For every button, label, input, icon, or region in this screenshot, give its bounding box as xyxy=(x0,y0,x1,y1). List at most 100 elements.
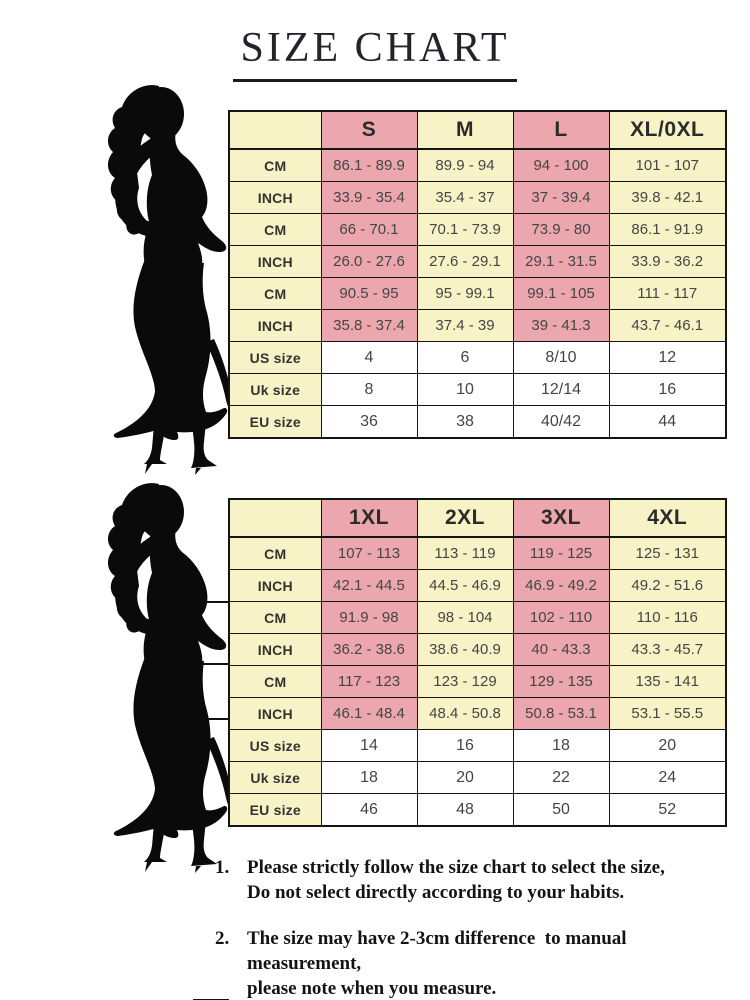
value-cell: 18 xyxy=(512,729,610,762)
value-cell: 35.4 - 37 xyxy=(416,181,514,214)
value-cell: 42.1 - 44.5 xyxy=(320,569,418,602)
value-cell: 86.1 - 89.9 xyxy=(320,148,418,182)
value-cell: 20 xyxy=(416,761,514,794)
row-label-cell: INCH xyxy=(228,569,322,602)
size-table-plus: 1XL 2XL 3XL 4XL CM 107 - 113 113 - 119 119 - 1… xyxy=(228,498,727,827)
value-cell: 43.7 - 46.1 xyxy=(608,309,727,342)
value-cell: 91.9 - 98 xyxy=(320,601,418,634)
value-cell: 48.4 - 50.8 xyxy=(416,697,514,730)
size-column-header: S xyxy=(320,110,418,150)
value-cell: 27.6 - 29.1 xyxy=(416,245,514,278)
size-column-header: XL/0XL xyxy=(608,110,727,150)
value-cell: 73.9 - 80 xyxy=(512,213,610,246)
value-cell: 33.9 - 35.4 xyxy=(320,181,418,214)
row-label-cell: US size xyxy=(228,729,322,762)
value-cell: 29.1 - 31.5 xyxy=(512,245,610,278)
value-cell: 16 xyxy=(416,729,514,762)
value-cell: 94 - 100 xyxy=(512,148,610,182)
row-label-cell: INCH xyxy=(228,697,322,730)
row-label-cell: INCH xyxy=(228,181,322,214)
table-row: CM 107 - 113 113 - 119 119 - 125 125 - 131 xyxy=(228,536,727,570)
table-row: EU size 36 38 40/42 44 xyxy=(228,405,727,439)
value-cell: 36 xyxy=(320,405,418,439)
size-column-header: 3XL xyxy=(512,498,610,538)
row-label-cell: CM xyxy=(228,277,322,310)
note-number: 1. xyxy=(215,857,230,878)
table-row: INCH 36.2 - 38.6 38.6 - 40.9 40 - 43.3 43.3 … xyxy=(228,633,727,666)
value-cell: 86.1 - 91.9 xyxy=(608,213,727,246)
value-cell: 40/42 xyxy=(512,405,610,439)
value-cell: 39.8 - 42.1 xyxy=(608,181,727,214)
value-cell: 18 xyxy=(320,761,418,794)
table-row: CM 90.5 - 95 95 - 99.1 99.1 - 105 111 - 117 xyxy=(228,277,727,310)
woman-silhouette-graphic xyxy=(107,483,233,873)
row-label-cell: CM xyxy=(228,665,322,698)
value-cell: 129 - 135 xyxy=(512,665,610,698)
size-column-header: M xyxy=(416,110,514,150)
value-cell: 101 - 107 xyxy=(608,148,727,182)
value-cell: 4 xyxy=(320,341,418,374)
row-label-cell: US size xyxy=(228,341,322,374)
size-column-header: 2XL xyxy=(416,498,514,538)
woman-silhouette-graphic xyxy=(107,85,233,475)
row-label-cell: EU size xyxy=(228,793,322,827)
value-cell: 66 - 70.1 xyxy=(320,213,418,246)
value-cell: 40 - 43.3 xyxy=(512,633,610,666)
row-label-cell: INCH xyxy=(228,245,322,278)
size-column-header: L xyxy=(512,110,610,150)
value-cell: 37 - 39.4 xyxy=(512,181,610,214)
value-cell: 46.9 - 49.2 xyxy=(512,569,610,602)
value-cell: 98 - 104 xyxy=(416,601,514,634)
value-cell: 49.2 - 51.6 xyxy=(608,569,727,602)
value-cell: 6 xyxy=(416,341,514,374)
title-wrap: SIZE CHART xyxy=(0,24,750,82)
bust-fit-label: Bust fit xyxy=(125,973,188,994)
value-cell: 107 - 113 xyxy=(320,536,418,570)
value-cell: 22 xyxy=(512,761,610,794)
size-header-row: 1XL 2XL 3XL 4XL xyxy=(228,498,727,538)
value-cell: 14 xyxy=(320,729,418,762)
row-label-cell: CM xyxy=(228,213,322,246)
value-cell: 89.9 - 94 xyxy=(416,148,514,182)
row-label-cell: Uk size xyxy=(228,373,322,406)
value-cell: 102 - 110 xyxy=(512,601,610,634)
value-cell: 135 - 141 xyxy=(608,665,727,698)
row-label-cell: CM xyxy=(228,601,322,634)
note-item: 2. The size may have 2-3cm difference to … xyxy=(215,926,740,1000)
size-table-regular: S M L XL/0XL CM 86.1 - 89.9 89.9 - 94 94 - 100… xyxy=(228,110,727,439)
note-text: Please strictly follow the size chart to… xyxy=(247,857,665,904)
bust-fit-underline xyxy=(121,998,199,1000)
value-cell: 125 - 131 xyxy=(608,536,727,570)
table-row: CM 117 - 123 123 - 129 129 - 135 135 - 141 xyxy=(228,665,727,698)
value-cell: 16 xyxy=(608,373,727,406)
row-label-cell: Uk size xyxy=(228,761,322,794)
value-cell: 20 xyxy=(608,729,727,762)
table-row: CM 86.1 - 89.9 89.9 - 94 94 - 100 101 - 107 xyxy=(228,148,727,182)
value-cell: 8/10 xyxy=(512,341,610,374)
value-cell: 113 - 119 xyxy=(416,536,514,570)
table-row: INCH 26.0 - 27.6 27.6 - 29.1 29.1 - 31.5 33.… xyxy=(228,245,727,278)
value-cell: 26.0 - 27.6 xyxy=(320,245,418,278)
corner-cell xyxy=(228,498,322,538)
value-cell: 99.1 - 105 xyxy=(512,277,610,310)
table-row: CM 91.9 - 98 98 - 104 102 - 110 110 - 116 xyxy=(228,601,727,634)
value-cell: 50 xyxy=(512,793,610,827)
value-cell: 38.6 - 40.9 xyxy=(416,633,514,666)
value-cell: 37.4 - 39 xyxy=(416,309,514,342)
value-cell: 110 - 116 xyxy=(608,601,727,634)
value-cell: 70.1 - 73.9 xyxy=(416,213,514,246)
table-row: Uk size 8 10 12/14 16 xyxy=(228,373,727,406)
value-cell: 35.8 - 37.4 xyxy=(320,309,418,342)
table-row: Uk size 18 20 22 24 xyxy=(228,761,727,794)
value-cell: 50.8 - 53.1 xyxy=(512,697,610,730)
value-cell: 43.3 - 45.7 xyxy=(608,633,727,666)
value-cell: 33.9 - 36.2 xyxy=(608,245,727,278)
page-title: SIZE CHART xyxy=(232,24,518,82)
value-cell: 8 xyxy=(320,373,418,406)
table-row: EU size 46 48 50 52 xyxy=(228,793,727,827)
table-row: US size 14 16 18 20 xyxy=(228,729,727,762)
value-cell: 111 - 117 xyxy=(608,277,727,310)
value-cell: 38 xyxy=(416,405,514,439)
value-cell: 117 - 123 xyxy=(320,665,418,698)
row-label-cell: CM xyxy=(228,148,322,182)
